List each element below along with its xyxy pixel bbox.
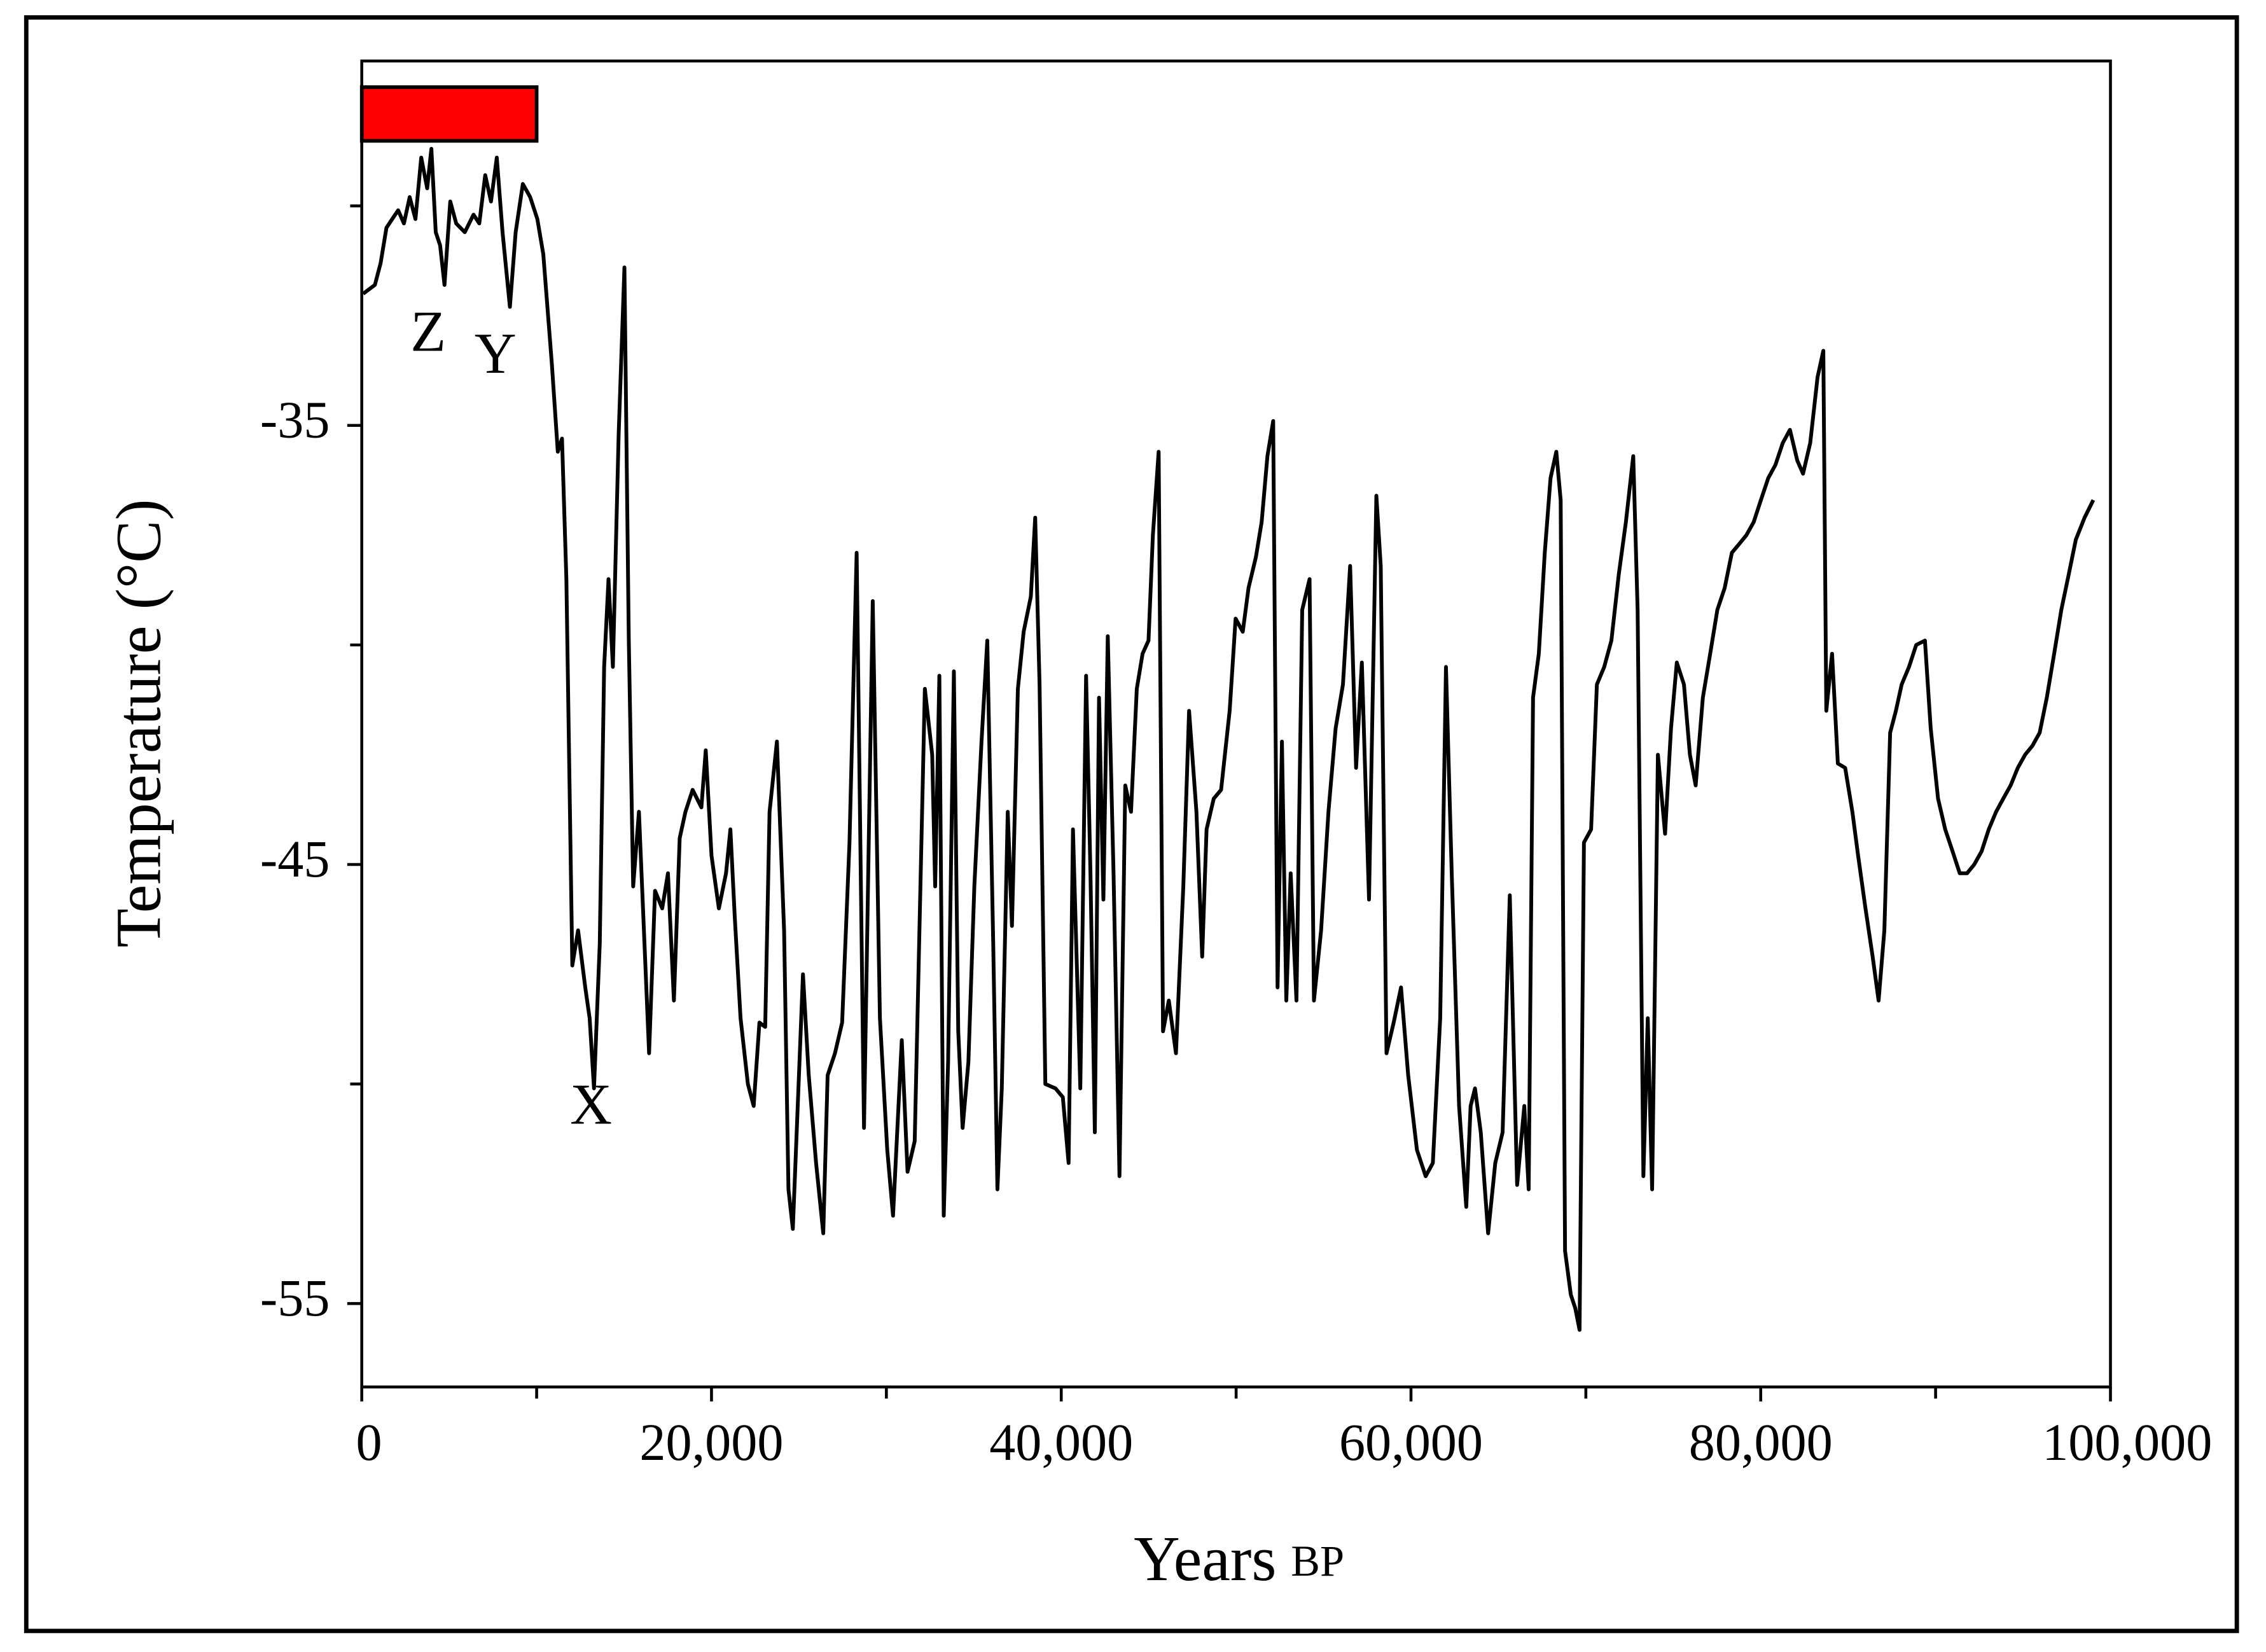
x-tick-label: 0 [356,1413,382,1471]
x-tick-label: 60,000 [1339,1413,1483,1471]
x-axis-unit: BP [1291,1537,1344,1585]
x-tick-label: 40,000 [989,1413,1133,1471]
x-tick-label: 100,000 [2042,1413,2212,1471]
x-tick-label: 20,000 [639,1413,783,1471]
y-axis-title: Temperature (°C) [103,499,174,947]
highlight-bar [359,85,539,143]
x-tick-label: 80,000 [1689,1413,1833,1471]
annotation: Y [475,321,517,385]
outer-frame [24,15,2239,1634]
y-tick-label: -45 [260,830,330,888]
annotation: Z [410,300,446,364]
annotation: X [570,1072,612,1136]
temperature-line [362,146,2096,1332]
x-axis-title: Years BP [1134,1523,1344,1594]
y-tick-label: -55 [260,1269,330,1327]
x-axis-title-text: Years [1134,1523,1276,1594]
plot-frame [360,59,2112,1389]
y-tick-label: -35 [260,391,330,449]
